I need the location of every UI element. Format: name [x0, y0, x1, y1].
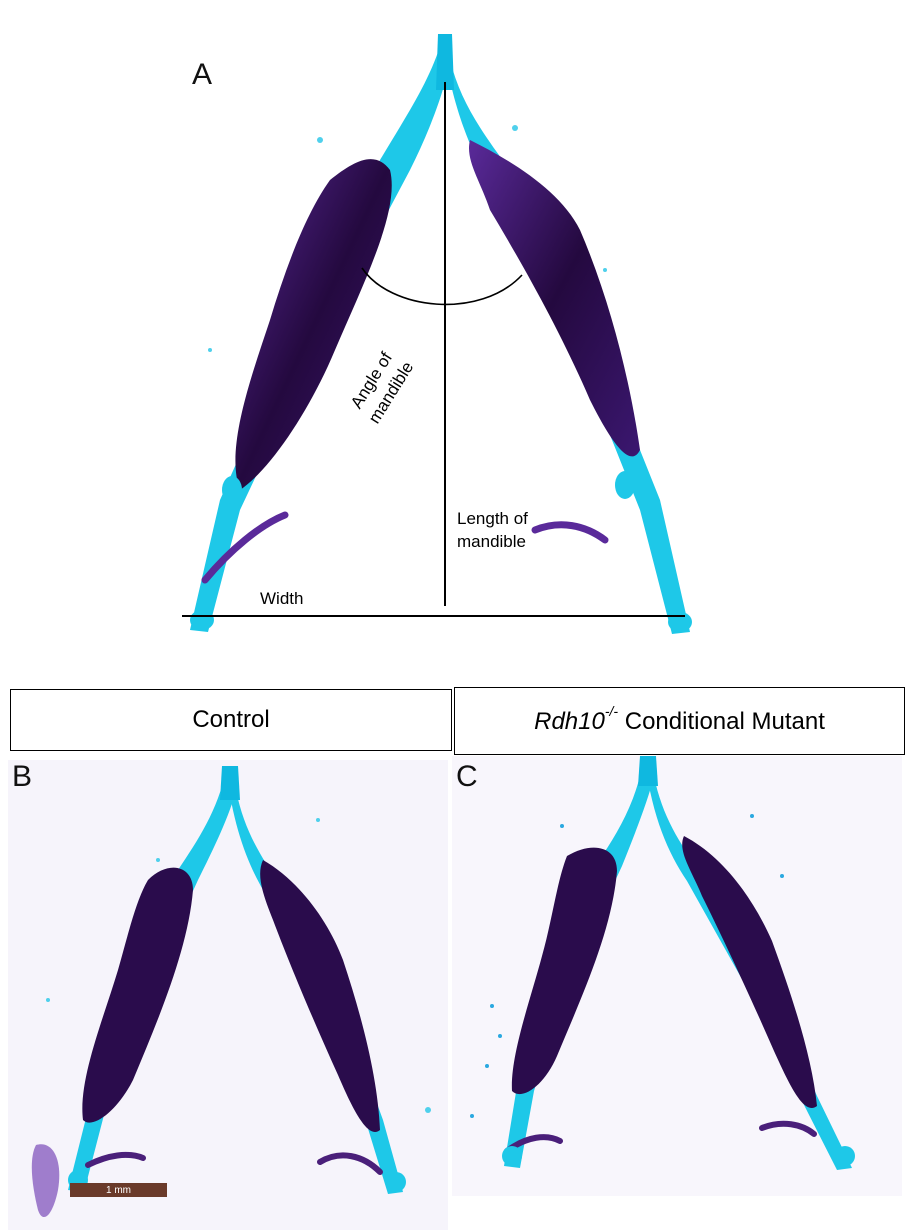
- length-label-line2: mandible: [457, 531, 526, 551]
- control-label: Control: [192, 706, 270, 733]
- mutant-label-box: Rdh10-/- Conditional Mutant: [454, 687, 905, 755]
- bone-right: [469, 140, 640, 457]
- mutant-genotype-superscript: -/-: [604, 702, 619, 719]
- panel-a-specimen: [182, 34, 692, 634]
- scale-bar: 1 mm: [70, 1183, 167, 1197]
- panel-c-specimen: [452, 756, 902, 1196]
- process-left: [201, 511, 289, 584]
- width-label: Width: [260, 589, 304, 608]
- cartilage-end-left: [190, 610, 214, 630]
- panel-b-letter: B: [12, 760, 33, 793]
- mutant-gene-name: Rdh10: [534, 707, 605, 735]
- process-right: [531, 521, 609, 544]
- bone-left: [82, 867, 193, 1123]
- bone-left: [235, 159, 392, 490]
- panel-a-letter: A: [192, 58, 213, 91]
- mutant-label: Rdh10-/- Conditional Mutant: [534, 703, 825, 736]
- symphysis-tip: [436, 34, 454, 90]
- angle-arc: [361, 267, 523, 306]
- control-label-box: Control: [10, 689, 452, 751]
- bone-right: [682, 836, 817, 1108]
- length-of-mandible-label: Length of mandible: [457, 508, 528, 554]
- panel-c-letter: C: [456, 760, 478, 793]
- bone-left: [511, 847, 617, 1095]
- bone-right: [260, 860, 380, 1132]
- length-label-line1: Length of: [457, 509, 528, 528]
- panel-b-specimen: [8, 760, 448, 1230]
- mutant-label-rest: Conditional Mutant: [618, 707, 825, 735]
